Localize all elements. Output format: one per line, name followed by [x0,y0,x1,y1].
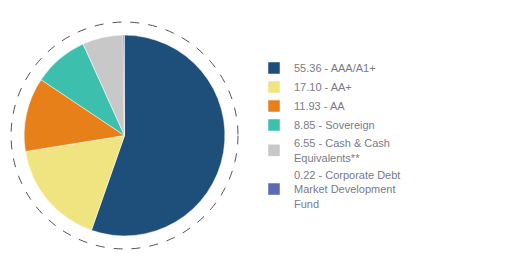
svg-text:8.85 - Sovereign: 8.85 - Sovereign [294,119,375,131]
svg-text:55.36 - AAA/A1+: 55.36 - AAA/A1+ [294,62,376,74]
svg-text:17.10 - AA+: 17.10 - AA+ [294,81,352,93]
svg-text:0.22 - Corporate DebtMarket De: 0.22 - Corporate DebtMarket DevelopmentF… [294,169,400,210]
svg-text:6.55 - Cash & CashEquivalents*: 6.55 - Cash & CashEquivalents** [294,137,390,163]
svg-text:11.93 - AA: 11.93 - AA [294,100,345,112]
